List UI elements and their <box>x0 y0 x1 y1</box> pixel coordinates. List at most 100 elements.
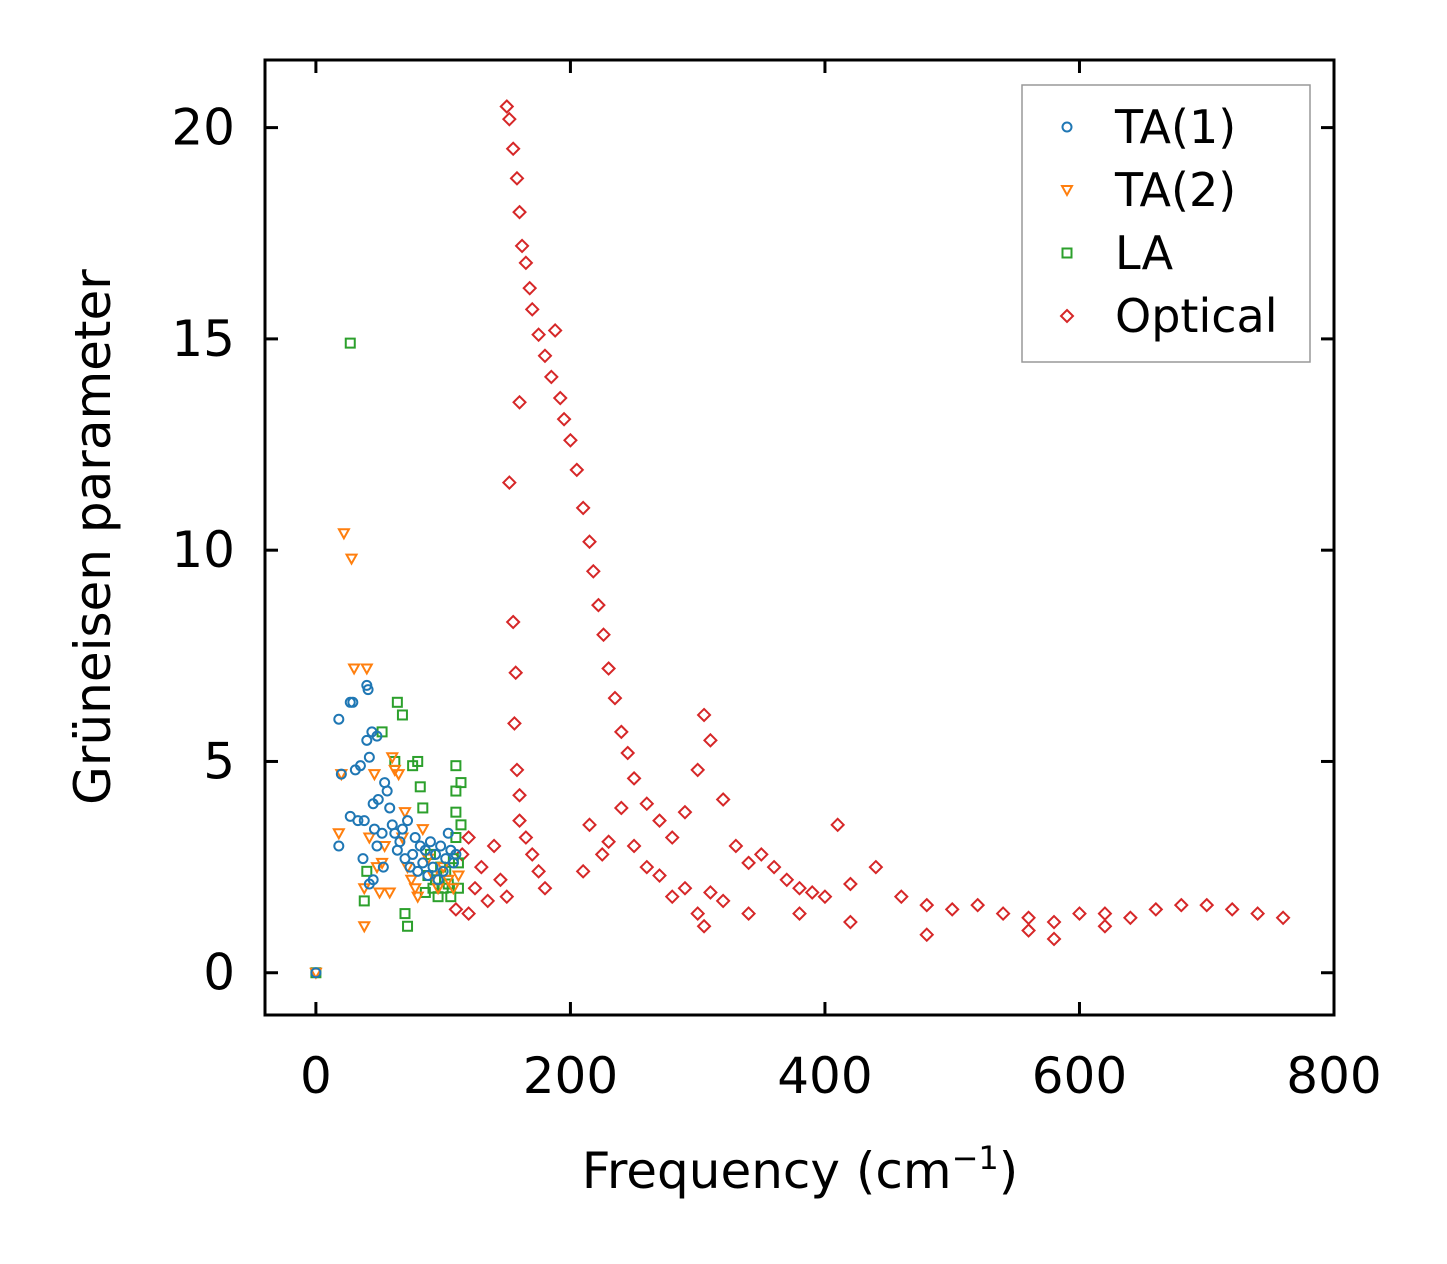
data-point <box>582 534 597 550</box>
data-point <box>371 840 383 852</box>
data-point <box>402 815 414 827</box>
data-point <box>363 751 375 763</box>
x-axis-title: Frequency (cm−1) <box>582 1139 1019 1200</box>
data-point <box>613 724 629 740</box>
data-point <box>372 887 387 900</box>
data-point <box>347 663 361 676</box>
legend-label: TA(2) <box>1114 163 1236 217</box>
data-point <box>430 848 442 860</box>
data-point <box>919 897 935 913</box>
data-point <box>766 859 782 875</box>
data-point <box>552 390 568 406</box>
x-tick-label: 600 <box>1032 1047 1127 1105</box>
data-point <box>696 707 712 723</box>
data-point <box>347 696 359 708</box>
data-point <box>509 762 525 778</box>
data-point <box>524 301 540 317</box>
data-point <box>427 861 439 873</box>
data-point <box>1148 901 1164 917</box>
data-point <box>335 768 347 780</box>
data-point <box>779 872 795 888</box>
y-tick-label: 20 <box>171 99 235 157</box>
data-point <box>473 859 489 875</box>
data-point <box>344 553 359 566</box>
data-point <box>501 475 517 490</box>
data-point <box>652 813 667 829</box>
data-point <box>361 865 373 877</box>
x-tick-label: 200 <box>523 1047 618 1105</box>
data-point <box>1173 897 1189 913</box>
legend-marker <box>1059 308 1075 324</box>
data-point <box>677 804 693 820</box>
data-point <box>402 920 414 932</box>
data-point <box>381 785 393 797</box>
x-tick-label: 400 <box>777 1047 872 1105</box>
data-point <box>703 885 718 900</box>
data-point <box>690 762 706 778</box>
data-point <box>408 883 422 896</box>
series-optical <box>448 99 1291 947</box>
data-point <box>524 847 540 862</box>
data-point <box>384 802 396 814</box>
data-point <box>728 838 744 854</box>
data-point <box>1122 910 1138 926</box>
y-tick-label: 15 <box>171 310 235 368</box>
data-point <box>944 901 960 917</box>
data-point <box>970 897 986 913</box>
data-point <box>344 337 356 349</box>
data-point <box>411 891 425 904</box>
data-point <box>417 857 429 869</box>
data-point <box>352 815 364 827</box>
data-point <box>446 883 461 896</box>
data-point <box>639 859 655 875</box>
plot-frame <box>263 58 1336 1017</box>
x-tick-label: 0 <box>300 1047 332 1105</box>
data-point <box>451 870 466 883</box>
data-point <box>361 734 373 746</box>
data-point <box>450 848 462 860</box>
data-point <box>450 806 462 818</box>
legend-label: LA <box>1115 226 1174 280</box>
data-point <box>450 760 462 772</box>
data-point <box>664 889 680 905</box>
data-point <box>715 893 731 909</box>
legend-label: Optical <box>1115 289 1277 343</box>
legend-label: TA(1) <box>1114 100 1236 154</box>
data-series <box>309 99 1291 980</box>
data-point <box>376 827 388 839</box>
legend-marker <box>1061 247 1073 259</box>
data-point <box>677 880 693 896</box>
y-tick-label: 0 <box>203 944 235 1002</box>
legend-item: Optical <box>1059 289 1277 343</box>
data-point <box>367 769 382 782</box>
data-point <box>377 861 389 873</box>
data-point <box>696 918 712 934</box>
data-point <box>1046 931 1062 947</box>
data-point <box>360 663 374 676</box>
y-tick-label: 10 <box>171 521 235 579</box>
data-point <box>441 874 455 887</box>
x-tick-label: 800 <box>1286 1047 1381 1105</box>
data-point <box>508 665 524 681</box>
legend-item: LA <box>1061 226 1174 280</box>
data-point <box>358 815 370 827</box>
data-point <box>505 614 521 630</box>
data-point <box>412 755 424 767</box>
data-point <box>391 769 406 782</box>
data-point <box>1275 910 1291 926</box>
data-point <box>372 793 384 805</box>
data-point <box>620 745 636 761</box>
data-point <box>830 817 846 833</box>
data-point <box>422 870 434 882</box>
data-point <box>409 832 421 844</box>
data-point <box>601 834 617 850</box>
data-point <box>396 823 408 835</box>
data-point <box>652 868 667 883</box>
data-point <box>493 872 508 888</box>
data-point <box>575 500 591 516</box>
data-point <box>432 874 444 886</box>
data-point <box>509 170 525 186</box>
data-point <box>507 716 522 731</box>
data-point <box>556 411 572 427</box>
data-point <box>543 369 559 385</box>
